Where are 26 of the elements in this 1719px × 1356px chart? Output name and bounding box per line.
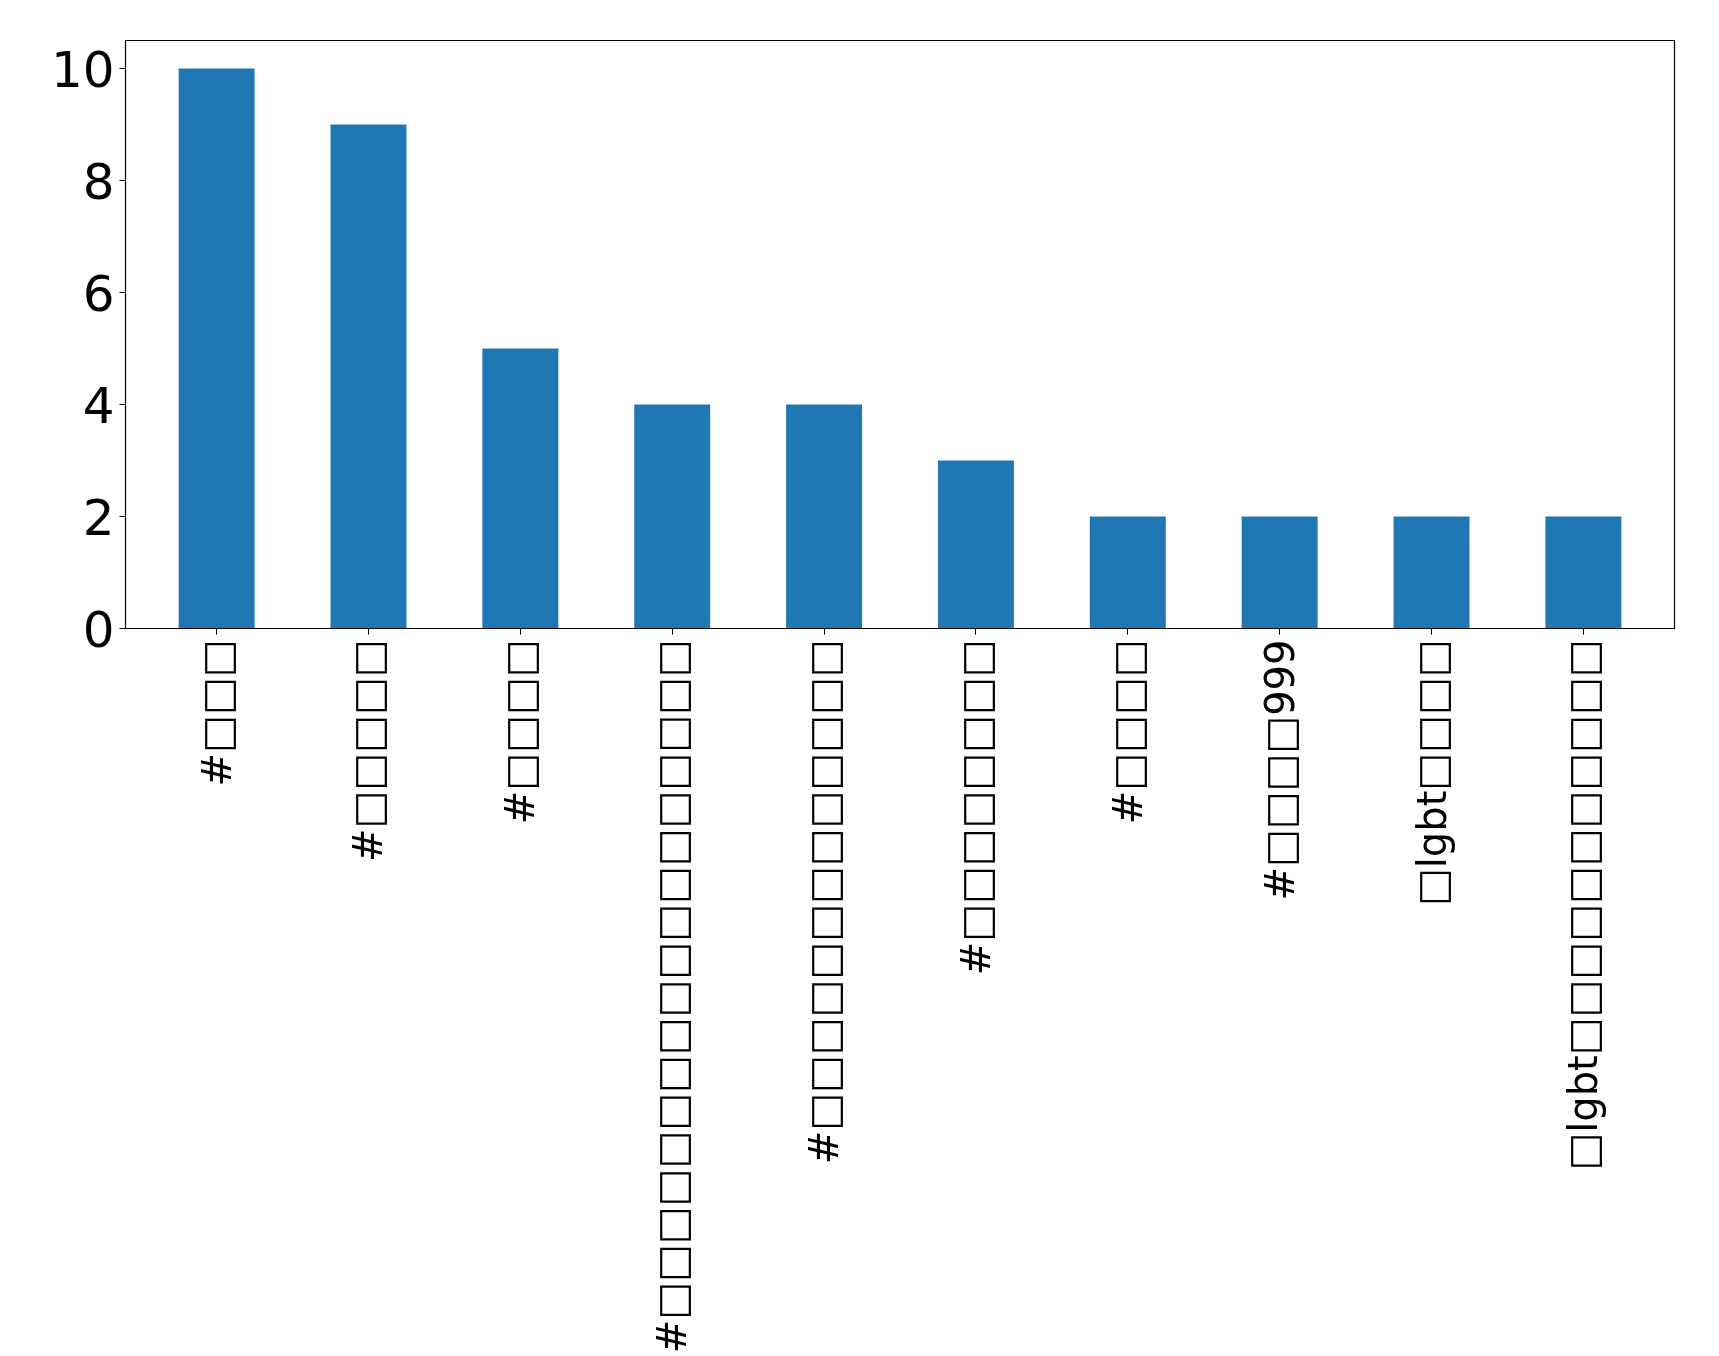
y-tick-label: 0 — [82, 600, 115, 659]
x-tick-label: #□□□□□□□□□□□□□ — [801, 639, 848, 1165]
bar — [330, 124, 407, 629]
y-tick-label: 4 — [82, 376, 115, 435]
bar — [482, 348, 559, 629]
x-tick-label: #□□□□□ — [345, 639, 392, 862]
x-tick-label: #□□□□ — [1104, 639, 1151, 825]
x-tick-label: #□□□ — [193, 639, 240, 787]
x-tick-label: #□□□□□□□□ — [952, 639, 999, 976]
bar — [1545, 516, 1622, 629]
x-tick-label: #□□□□□□□□□□□□□□□□□□ — [649, 639, 696, 1354]
x-tick-label: □lgbt□□□□ — [1408, 639, 1455, 907]
bar — [178, 68, 255, 629]
x-tick-label: □lgbt□□□□□□□□□□□ — [1560, 639, 1607, 1171]
bar — [1393, 516, 1470, 629]
x-tick-label: #□□□□ — [497, 639, 544, 825]
bar — [1241, 516, 1318, 629]
y-tick-label: 10 — [50, 40, 115, 99]
bar — [937, 460, 1014, 629]
bar — [1089, 516, 1166, 629]
y-tick-label: 8 — [82, 152, 115, 211]
bar — [634, 404, 711, 629]
bar — [786, 404, 863, 629]
x-tick-label: #□□□□999 — [1256, 639, 1303, 901]
y-tick-label: 6 — [82, 264, 115, 323]
y-tick-label: 2 — [82, 488, 115, 547]
